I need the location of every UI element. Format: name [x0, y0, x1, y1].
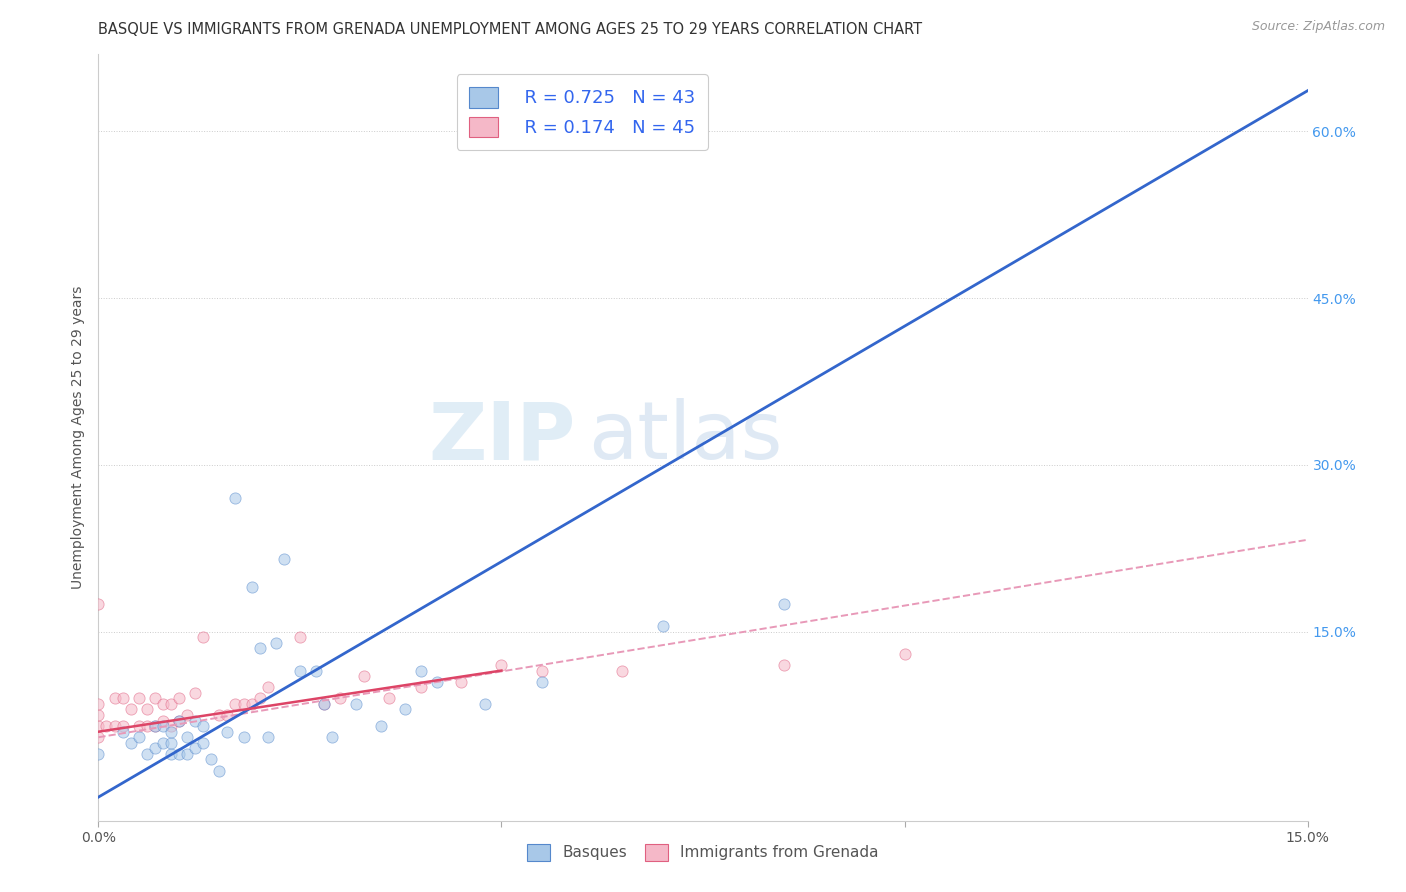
- Point: [167, 747, 190, 761]
- Point: [184, 714, 207, 728]
- Point: [152, 719, 174, 733]
- Point: [530, 674, 553, 689]
- Point: [224, 697, 246, 711]
- Point: [426, 674, 449, 689]
- Point: [160, 736, 183, 750]
- Point: [530, 664, 553, 678]
- Point: [217, 724, 239, 739]
- Point: [344, 697, 367, 711]
- Point: [176, 731, 198, 745]
- Point: [772, 597, 794, 611]
- Point: [128, 731, 150, 745]
- Point: [409, 680, 432, 694]
- Point: [87, 697, 110, 711]
- Point: [184, 686, 207, 700]
- Point: [152, 714, 174, 728]
- Point: [87, 597, 110, 611]
- Point: [240, 580, 263, 594]
- Point: [491, 658, 513, 673]
- Point: [217, 708, 239, 723]
- Text: ZIP: ZIP: [429, 398, 576, 476]
- Point: [176, 747, 198, 761]
- Point: [321, 731, 343, 745]
- Text: Source: ZipAtlas.com: Source: ZipAtlas.com: [1251, 20, 1385, 33]
- Text: BASQUE VS IMMIGRANTS FROM GRENADA UNEMPLOYMENT AMONG AGES 25 TO 29 YEARS CORRELA: BASQUE VS IMMIGRANTS FROM GRENADA UNEMPL…: [98, 22, 922, 37]
- Point: [193, 630, 215, 644]
- Point: [152, 697, 174, 711]
- Point: [612, 664, 634, 678]
- Point: [135, 702, 157, 716]
- Point: [160, 747, 183, 761]
- Point: [314, 697, 336, 711]
- Text: atlas: atlas: [588, 398, 783, 476]
- Point: [370, 719, 392, 733]
- Point: [273, 552, 295, 566]
- Point: [111, 724, 134, 739]
- Point: [87, 747, 110, 761]
- Point: [103, 719, 125, 733]
- Point: [305, 664, 328, 678]
- Point: [96, 719, 118, 733]
- Point: [329, 691, 352, 706]
- Point: [160, 724, 183, 739]
- Point: [193, 736, 215, 750]
- Point: [232, 731, 254, 745]
- Point: [893, 647, 915, 661]
- Point: [240, 697, 263, 711]
- Point: [184, 741, 207, 756]
- Point: [249, 641, 271, 656]
- Point: [208, 708, 231, 723]
- Point: [264, 636, 287, 650]
- Point: [111, 719, 134, 733]
- Legend: Basques, Immigrants from Grenada: Basques, Immigrants from Grenada: [522, 838, 884, 867]
- Point: [87, 719, 110, 733]
- Point: [288, 630, 311, 644]
- Point: [409, 664, 432, 678]
- Point: [167, 714, 190, 728]
- Point: [87, 731, 110, 745]
- Point: [87, 708, 110, 723]
- Point: [143, 719, 166, 733]
- Point: [120, 736, 142, 750]
- Point: [193, 719, 215, 733]
- Point: [314, 697, 336, 711]
- Point: [135, 719, 157, 733]
- Point: [160, 719, 183, 733]
- Point: [288, 664, 311, 678]
- Point: [152, 736, 174, 750]
- Point: [474, 697, 496, 711]
- Point: [208, 764, 231, 778]
- Point: [224, 491, 246, 506]
- Point: [353, 669, 375, 683]
- Point: [256, 731, 278, 745]
- Point: [160, 697, 183, 711]
- Point: [120, 702, 142, 716]
- Point: [143, 691, 166, 706]
- Point: [200, 752, 222, 766]
- Point: [167, 691, 190, 706]
- Point: [772, 658, 794, 673]
- Point: [176, 708, 198, 723]
- Point: [111, 691, 134, 706]
- Point: [232, 697, 254, 711]
- Point: [135, 747, 157, 761]
- Point: [450, 674, 472, 689]
- Y-axis label: Unemployment Among Ages 25 to 29 years: Unemployment Among Ages 25 to 29 years: [70, 285, 84, 589]
- Point: [167, 714, 190, 728]
- Point: [377, 691, 399, 706]
- Point: [143, 741, 166, 756]
- Point: [256, 680, 278, 694]
- Point: [249, 691, 271, 706]
- Point: [143, 719, 166, 733]
- Point: [128, 691, 150, 706]
- Point: [128, 719, 150, 733]
- Point: [394, 702, 416, 716]
- Point: [103, 691, 125, 706]
- Point: [651, 619, 673, 633]
